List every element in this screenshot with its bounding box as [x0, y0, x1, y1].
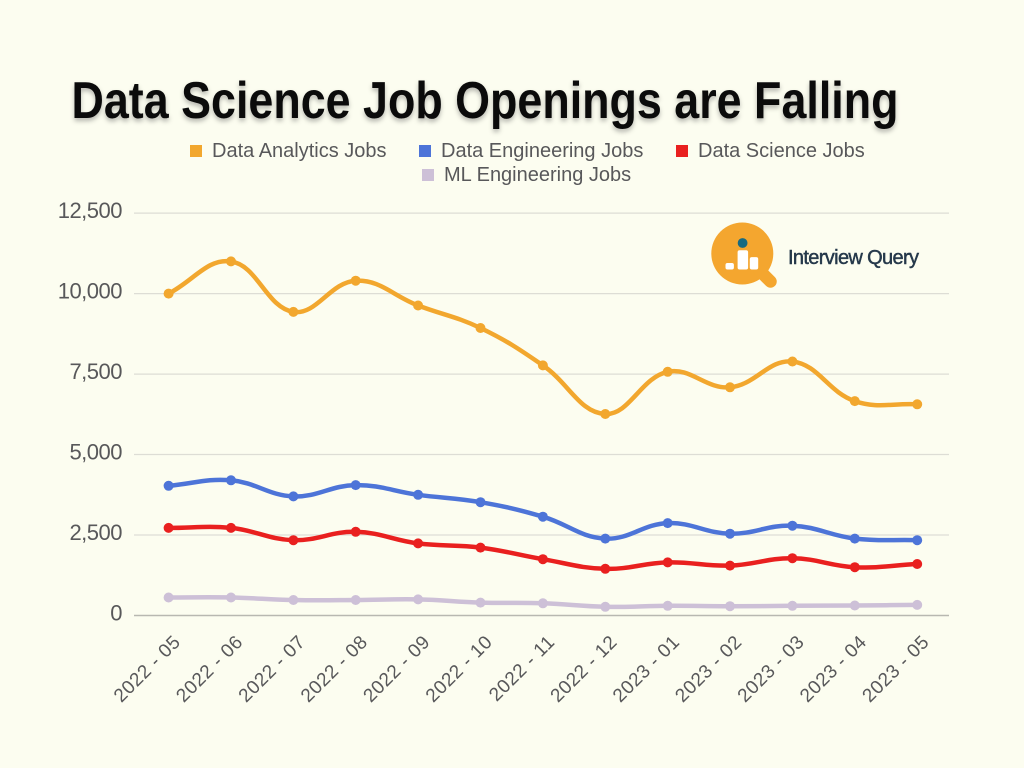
- svg-text:2,500: 2,500: [69, 520, 122, 545]
- svg-text:2022 - 08: 2022 - 08: [297, 632, 372, 707]
- svg-text:2022 - 12: 2022 - 12: [547, 632, 622, 707]
- svg-text:2022 - 07: 2022 - 07: [235, 632, 310, 707]
- svg-text:2023 - 04: 2023 - 04: [796, 632, 871, 707]
- svg-text:7,500: 7,500: [69, 359, 122, 384]
- svg-text:2023 - 05: 2023 - 05: [859, 632, 934, 707]
- svg-text:2022 - 06: 2022 - 06: [172, 632, 247, 707]
- svg-text:2023 - 01: 2023 - 01: [609, 632, 684, 707]
- svg-text:5,000: 5,000: [69, 440, 122, 465]
- svg-text:0: 0: [110, 601, 122, 626]
- svg-text:2023 - 03: 2023 - 03: [734, 632, 809, 707]
- svg-text:2022 - 05: 2022 - 05: [110, 632, 185, 707]
- svg-text:2023 - 02: 2023 - 02: [671, 632, 746, 707]
- svg-text:2022 - 09: 2022 - 09: [360, 632, 435, 707]
- svg-text:12,500: 12,500: [58, 198, 123, 223]
- svg-text:2022 - 10: 2022 - 10: [422, 632, 497, 707]
- svg-text:10,000: 10,000: [58, 279, 123, 304]
- svg-text:Interview Query: Interview Query: [788, 247, 919, 269]
